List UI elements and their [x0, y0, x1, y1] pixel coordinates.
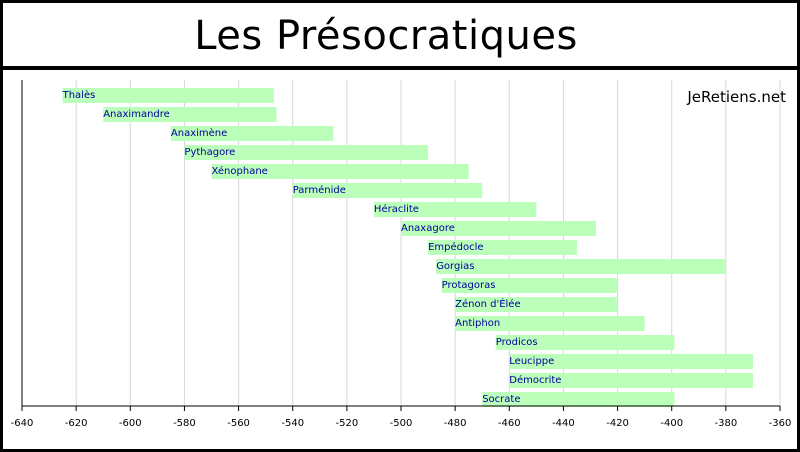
title-bar: Les Présocratiques: [0, 0, 800, 70]
bar-label: Gorgias: [436, 261, 474, 272]
x-tick-label: -420: [606, 418, 629, 429]
timeline-bar: [436, 259, 726, 274]
timeline-bar: [103, 107, 277, 122]
timeline-bar: [441, 278, 618, 293]
bar-label: Démocrite: [509, 374, 561, 386]
bar-label: Anaximandre: [103, 109, 170, 120]
x-tick-label: -520: [336, 418, 359, 429]
x-tick-label: -560: [227, 418, 250, 429]
timeline-bar: [170, 126, 334, 141]
bar-label: Empédocle: [428, 241, 483, 253]
timeline-bar: [509, 354, 753, 369]
timeline-bar: [495, 335, 675, 350]
x-tick-label: -580: [173, 418, 196, 429]
x-tick-label: -600: [119, 418, 142, 429]
x-tick-label: -460: [498, 418, 521, 429]
timeline-bar: [292, 183, 483, 198]
x-tick-label: -440: [552, 418, 575, 429]
x-tick-label: -360: [769, 418, 792, 429]
x-tick-label: -640: [11, 418, 34, 429]
bar-label: Thalès: [62, 89, 96, 101]
bar-label: Anaxagore: [401, 223, 455, 234]
x-tick-label: -480: [444, 418, 467, 429]
bar-label: Protagoras: [442, 280, 496, 291]
bar-label: Parménide: [293, 184, 346, 196]
timeline-bar: [62, 88, 274, 103]
timeline-bar: [455, 297, 618, 312]
timeline-bar: [428, 240, 577, 255]
timeline-bar: [184, 145, 429, 160]
bar-label: Anaximène: [171, 127, 227, 139]
bar-label: Antiphon: [455, 318, 500, 329]
page-title: Les Présocratiques: [194, 13, 578, 59]
x-tick-label: -380: [715, 418, 738, 429]
bar-label: Socrate: [482, 394, 520, 405]
bar-label: Zénon d'Élée: [455, 297, 520, 310]
bar-label: Héraclite: [374, 203, 419, 215]
timeline-bar: [509, 373, 753, 388]
x-tick-label: -400: [660, 418, 683, 429]
timeline-bar: [482, 392, 675, 407]
bar-label: Leucippe: [509, 356, 554, 367]
bar-label: Prodicos: [496, 337, 538, 348]
x-tick-label: -620: [65, 418, 88, 429]
watermark: JeRetiens.net: [687, 88, 786, 106]
bar-label: Xénophane: [212, 165, 268, 177]
bar-label: Pythagore: [184, 147, 235, 158]
timeline-bar: [455, 316, 645, 331]
timeline-bar: [211, 164, 469, 179]
x-tick-label: -540: [281, 418, 304, 429]
timeline-bar: [401, 221, 596, 236]
x-tick-label: -500: [390, 418, 413, 429]
timeline-bar: [373, 202, 537, 217]
